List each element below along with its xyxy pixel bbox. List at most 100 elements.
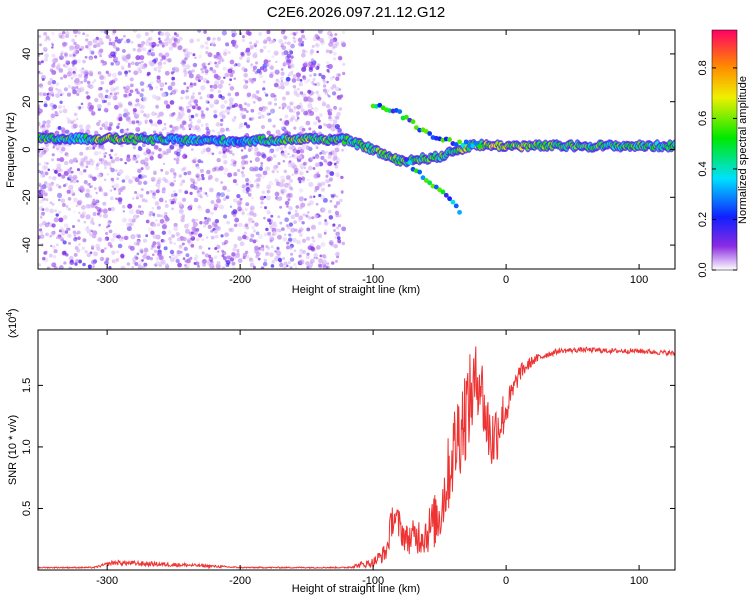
noise-point [164,216,170,222]
noise-point [234,91,240,97]
noise-point [123,86,126,90]
noise-point [163,126,167,131]
noise-point [139,81,145,86]
noise-point [107,95,112,99]
noise-point [186,105,190,110]
noise-point [60,127,66,132]
noise-point [233,116,237,119]
upper-branch-point [453,142,459,147]
noise-point [254,152,258,156]
noise-point [275,60,278,64]
noise-point [126,262,131,266]
noise-point [284,217,290,223]
noise-point [205,130,211,136]
noise-point [170,200,175,205]
noise-point [305,236,311,241]
noise-point [97,173,102,178]
noise-point [41,124,45,128]
noise-point [227,68,233,74]
noise-point [222,150,226,154]
noise-point [116,38,122,44]
noise-point [287,211,291,215]
noise-point [328,35,333,40]
noise-point [202,191,206,195]
noise-point [205,131,210,137]
noise-point [173,226,179,232]
noise-point [220,192,226,198]
noise-point [179,182,183,187]
noise-point [129,209,135,215]
noise-point [280,71,285,76]
noise-point [110,177,115,182]
noise-point [86,80,91,85]
noise-point [332,151,338,157]
noise-point [277,234,282,240]
noise-point [229,257,235,262]
noise-point [246,92,252,98]
noise-point [114,39,118,42]
noise-point [329,76,334,81]
noise-point [66,227,70,231]
noise-point [217,89,222,94]
noise-point [299,78,303,82]
noise-point [98,38,103,44]
noise-point [111,250,116,255]
noise-point [221,266,225,269]
noise-point [72,123,78,129]
noise-point [123,129,128,134]
noise-point [111,89,115,93]
lower-branch-point [420,175,426,181]
noise-point [105,89,109,93]
noise-point [121,56,127,62]
noise-point [284,119,290,125]
noise-point [51,158,55,162]
noise-point [156,78,162,84]
noise-point [72,60,76,64]
noise-point [46,123,51,128]
noise-point [299,259,305,265]
noise-point [139,93,144,98]
lower-branch-point [457,209,462,215]
noise-point [145,255,151,260]
noise-point [287,162,293,168]
noise-point [195,261,200,266]
noise-point [320,207,326,213]
noise-point [71,38,76,43]
noise-point [196,119,202,124]
noise-point [110,51,114,56]
noise-point [162,162,166,166]
noise-point [151,194,155,199]
noise-point [169,198,172,202]
noise-point [203,220,207,225]
noise-point [231,117,236,122]
noise-point [40,86,44,89]
noise-point [143,161,149,167]
noise-point [267,231,272,236]
noise-point [250,233,255,238]
noise-point [96,121,101,127]
noise-point [301,221,305,225]
noise-point [128,69,131,73]
noise-point [266,157,272,162]
noise-point [46,266,50,269]
noise-point [55,87,59,91]
noise-point [58,68,64,73]
noise-point [289,63,295,69]
noise-point [297,87,300,91]
noise-point [100,249,105,254]
noise-point [216,226,221,231]
noise-point [151,206,155,210]
noise-point [95,203,100,207]
noise-point [320,241,326,247]
noise-point [307,216,312,220]
noise-point [43,147,49,153]
noise-point [229,78,232,82]
noise-point [266,210,271,215]
noise-point [205,208,211,214]
noise-point [335,128,339,131]
noise-point [67,67,73,73]
noise-point [152,192,156,197]
noise-point [181,167,186,172]
noise-point [161,44,165,48]
